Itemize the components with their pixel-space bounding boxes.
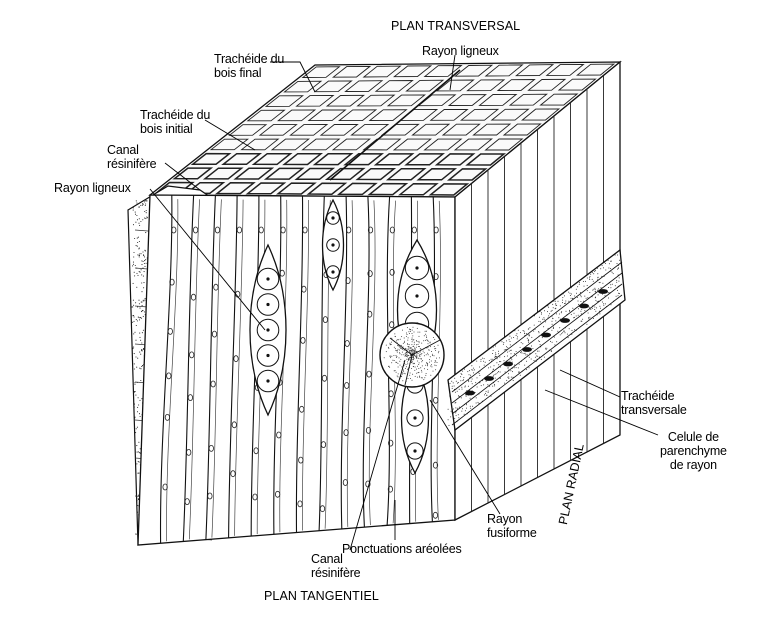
leader-lines: [149, 54, 659, 551]
transverse-face: [148, 61, 622, 198]
rayon-ligneux-top-label: Rayon ligneux: [422, 44, 499, 58]
rayon-fusiforme-label: Rayon fusiforme: [487, 512, 537, 540]
plan-tangentiel-label: PLAN TANGENTIEL: [264, 589, 379, 603]
plan-transversal-label: PLAN TRANSVERSAL: [391, 19, 521, 33]
ponctuations-areolees-label: Ponctuations aréolées: [342, 542, 462, 556]
tracheide-bois-initial-label: Trachéide du bois initial: [140, 108, 211, 136]
cellule-parenchyme-label: Celule de parenchyme de rayon: [660, 430, 727, 472]
tangential-face: [137, 194, 456, 546]
radial-face: [447, 60, 626, 522]
canal-resinifere-left-label: Canal résinifère: [107, 143, 157, 171]
tracheide-transversale-label: Trachéide transversale: [621, 389, 687, 417]
rayon-ligneux-left-label: Rayon ligneux: [54, 181, 131, 195]
tracheide-bois-final-label: Trachéide du bois final: [214, 52, 285, 80]
canal-resinifere-bottom-label: Canal résinifère: [311, 552, 361, 580]
